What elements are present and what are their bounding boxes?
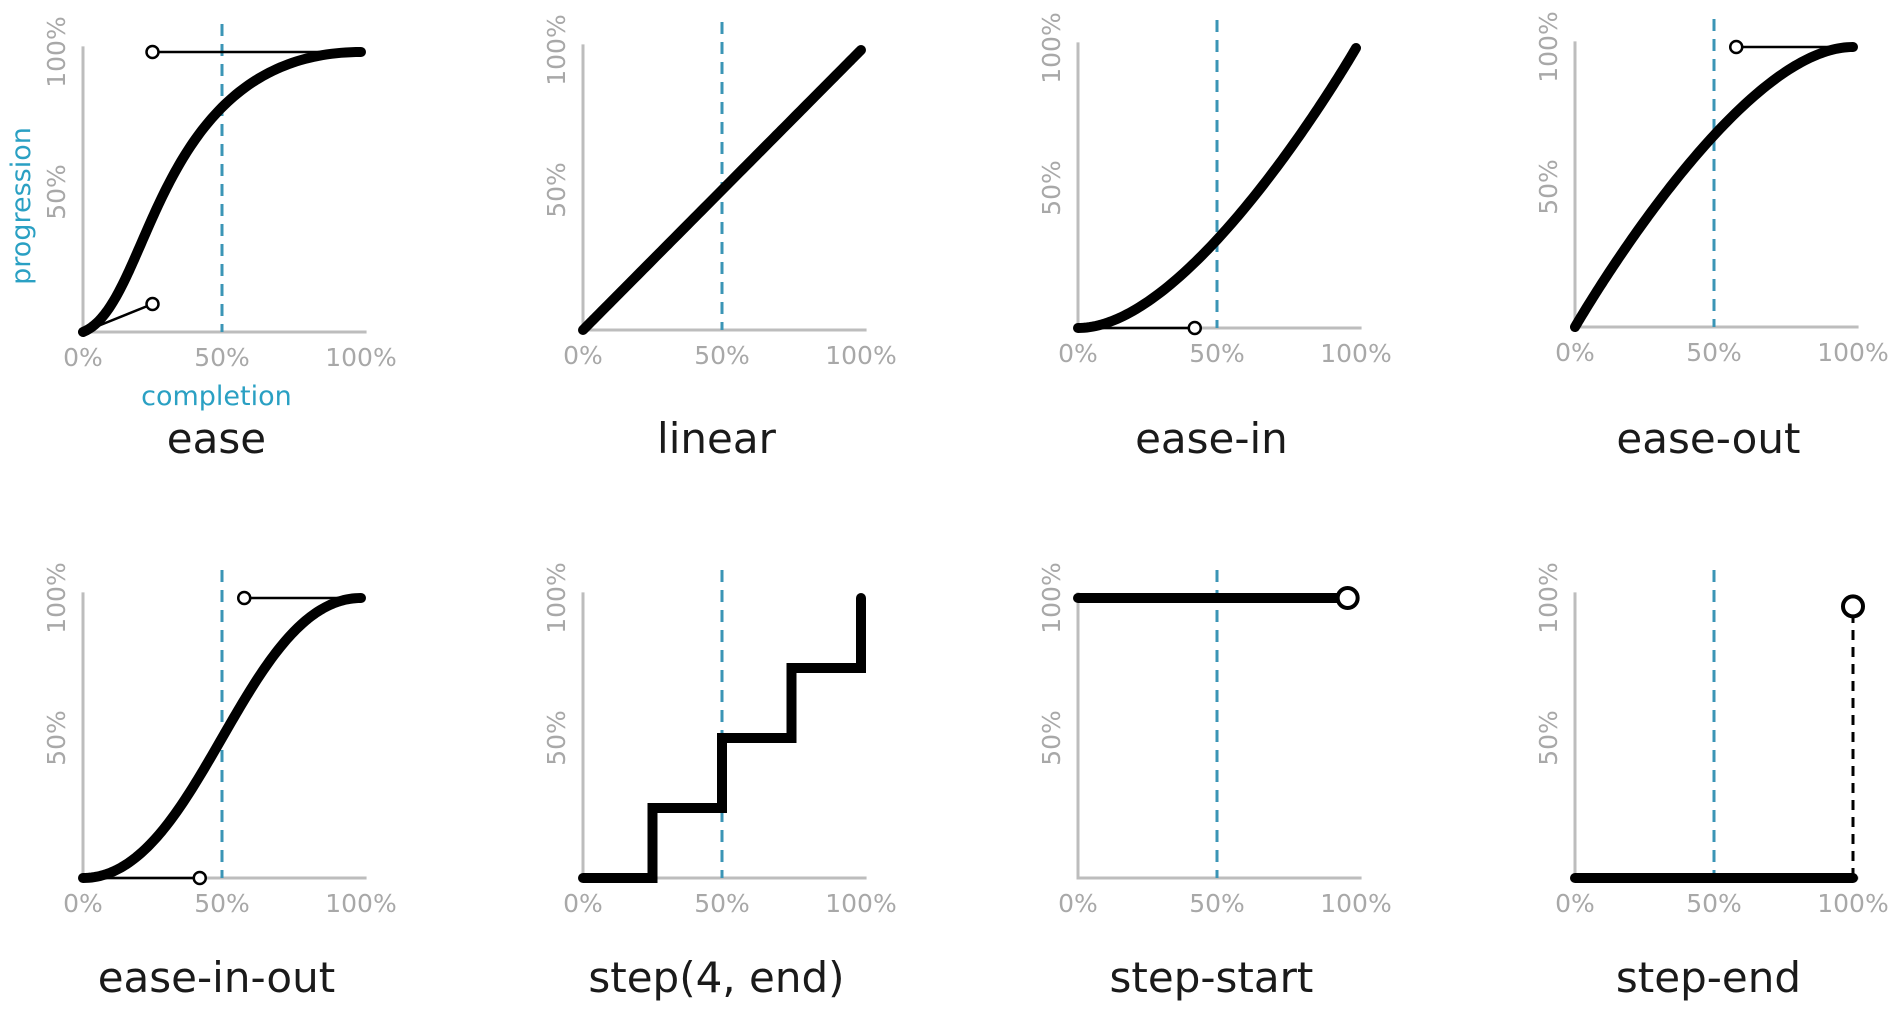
panel-ease: 0% 50% 100% 50% 100% ease	[42, 16, 397, 463]
x-tick-label: 100%	[825, 341, 896, 370]
panel-name: linear	[657, 414, 777, 463]
y-tick-label: 50%	[542, 162, 571, 218]
x-tick-label: 0%	[63, 889, 103, 918]
panel-name: step-start	[1110, 953, 1314, 1002]
axes-line	[1076, 42, 1362, 330]
axes-line	[1076, 592, 1362, 880]
control-point-2	[145, 44, 160, 60]
x-tick-label: 100%	[1817, 889, 1888, 918]
y-axis-title: progression	[6, 127, 37, 285]
end-point	[1335, 586, 1360, 610]
x-tick-label: 0%	[1058, 889, 1098, 918]
control-handle-line-1	[82, 302, 153, 334]
x-tick-label: 100%	[1320, 889, 1391, 918]
y-tick-label: 100%	[42, 16, 71, 87]
panel-linear: 0% 50% 100% 50% 100% linear	[542, 14, 897, 463]
panel-step-4-end: 0% 50% 100% 50% 100% step(4, end)	[542, 562, 897, 1002]
x-tick-label: 50%	[694, 341, 750, 370]
x-tick-label: 0%	[1555, 338, 1595, 367]
x-axis-title: completion	[141, 381, 292, 412]
x-tick-label: 50%	[1686, 338, 1742, 367]
panel-name: step(4, end)	[588, 953, 844, 1002]
y-tick-label: 50%	[1534, 710, 1563, 766]
timing-curve	[1570, 42, 1858, 332]
panel-name: step-end	[1616, 953, 1801, 1002]
control-point-1	[145, 296, 160, 312]
y-tick-label: 100%	[1534, 11, 1563, 82]
x-tick-label: 0%	[1555, 889, 1595, 918]
y-tick-label: 50%	[542, 710, 571, 766]
x-tick-label: 50%	[194, 343, 250, 372]
x-tick-label: 100%	[325, 889, 396, 918]
y-tick-label: 100%	[1037, 12, 1066, 83]
x-tick-label: 50%	[194, 889, 250, 918]
y-tick-label: 50%	[42, 164, 71, 220]
y-tick-label: 100%	[42, 562, 71, 633]
y-tick-label: 50%	[1037, 160, 1066, 216]
x-tick-label: 50%	[694, 889, 750, 918]
axes-line	[1573, 592, 1859, 880]
panel-name: ease-out	[1616, 414, 1800, 463]
timing-curve	[78, 47, 366, 337]
panel-step-start: 0% 50% 100% 50% 100% step-start	[1037, 562, 1392, 1002]
timing-curve	[1073, 43, 1361, 333]
x-tick-label: 0%	[63, 343, 103, 372]
x-tick-label: 50%	[1189, 339, 1245, 368]
y-tick-label: 100%	[542, 14, 571, 85]
panel-ease-in-out: 0% 50% 100% 50% 100% ease-in-out	[42, 562, 397, 1002]
panel-name: ease	[167, 414, 266, 463]
y-tick-label: 50%	[42, 710, 71, 766]
control-point-1	[1187, 320, 1203, 336]
panel-ease-in: 0% 50% 100% 50% 100% ease-in	[1037, 12, 1392, 463]
control-point-1	[192, 870, 208, 886]
panel-ease-out: 0% 50% 100% 50% 100% ease-out	[1534, 11, 1889, 463]
x-tick-label: 100%	[325, 343, 396, 372]
end-point	[1841, 594, 1865, 619]
panel-step-end: 0% 50% 100% 50% 100% step-end	[1534, 562, 1889, 1002]
x-tick-label: 0%	[563, 889, 603, 918]
y-tick-label: 50%	[1534, 159, 1563, 215]
x-tick-label: 0%	[1058, 339, 1098, 368]
y-tick-label: 50%	[1037, 710, 1066, 766]
panel-name: ease-in-out	[98, 953, 335, 1002]
x-tick-label: 0%	[563, 341, 603, 370]
panel-name: ease-in	[1135, 414, 1288, 463]
x-tick-label: 100%	[1320, 339, 1391, 368]
control-point-2	[236, 590, 252, 606]
timing-curve	[78, 593, 366, 883]
timing-curve	[578, 45, 866, 335]
y-tick-label: 100%	[1037, 562, 1066, 633]
y-tick-label: 100%	[1534, 562, 1563, 633]
x-tick-label: 100%	[825, 889, 896, 918]
x-tick-label: 100%	[1817, 338, 1888, 367]
axes-line	[1573, 41, 1859, 329]
x-tick-label: 50%	[1189, 889, 1245, 918]
control-point-2	[1728, 39, 1744, 55]
x-tick-label: 50%	[1686, 889, 1742, 918]
step-curve	[578, 593, 866, 883]
y-tick-label: 100%	[542, 562, 571, 633]
